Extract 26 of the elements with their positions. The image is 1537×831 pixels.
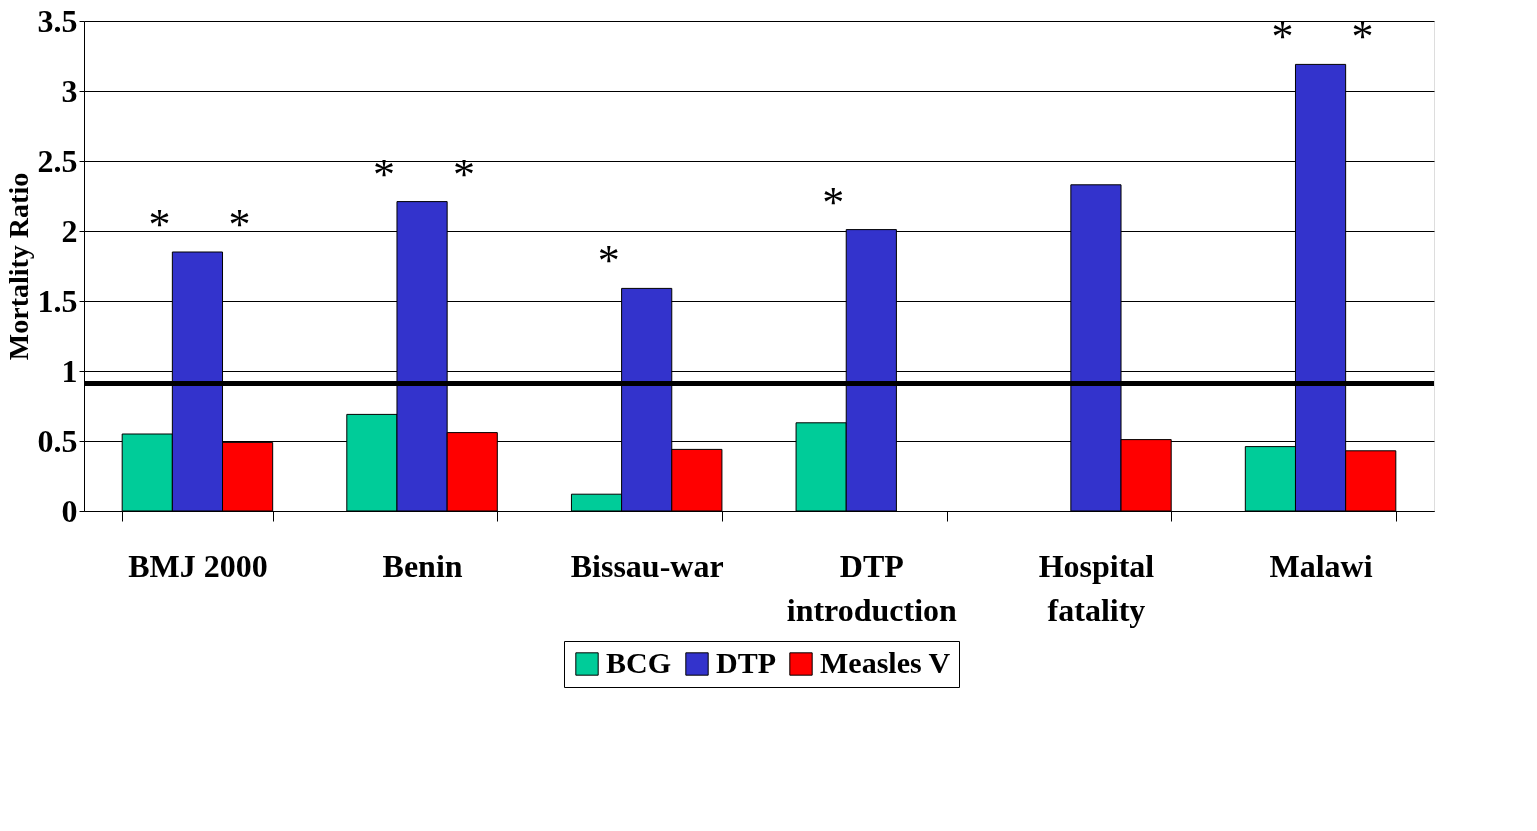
x-tick-label: BMJ 2000 xyxy=(128,547,268,584)
x-tick-label: Malawi xyxy=(1269,547,1373,584)
x-tick-label: Bissau-war xyxy=(570,547,724,584)
x-tick-label: Hospital fatality xyxy=(1038,547,1155,628)
annotation: * xyxy=(148,200,171,249)
y-tick-label: 0.5 xyxy=(37,422,78,459)
y-tick-label: 2.5 xyxy=(37,142,78,179)
annotation: * xyxy=(453,149,476,199)
annotation: * xyxy=(1351,12,1374,62)
annotation: * xyxy=(1271,12,1294,62)
x-tick-label: DTP introduction xyxy=(786,547,958,628)
y-tick-label: 2 xyxy=(61,212,78,249)
y-tick-label: 1.5 xyxy=(37,282,78,319)
annotation: * xyxy=(822,177,845,227)
x-tick-label: Benin xyxy=(382,547,463,584)
y-tick-label: 0 xyxy=(61,492,78,529)
legend-label: Measles V xyxy=(820,646,951,679)
annotation: * xyxy=(228,200,251,249)
y-axis-title: Mortality Ratio xyxy=(2,172,34,361)
legend-label: BCG xyxy=(606,646,672,679)
y-tick-label: 1 xyxy=(61,352,78,389)
legend-label: DTP xyxy=(716,646,776,679)
annotation: * xyxy=(373,149,396,199)
y-tick-label: 3 xyxy=(61,72,78,109)
y-tick-label: 3.5 xyxy=(37,2,78,39)
annotation: * xyxy=(597,236,620,286)
